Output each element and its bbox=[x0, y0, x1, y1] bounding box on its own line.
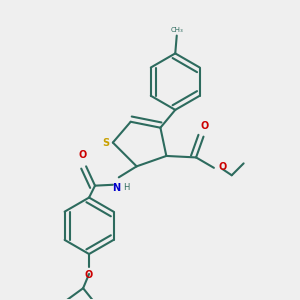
Text: O: O bbox=[79, 150, 87, 161]
Text: O: O bbox=[85, 270, 93, 280]
Text: O: O bbox=[218, 162, 226, 172]
Text: S: S bbox=[102, 138, 109, 148]
Text: CH₃: CH₃ bbox=[170, 28, 183, 34]
Text: N: N bbox=[112, 183, 120, 193]
Text: O: O bbox=[201, 121, 209, 131]
Text: H: H bbox=[123, 183, 129, 192]
